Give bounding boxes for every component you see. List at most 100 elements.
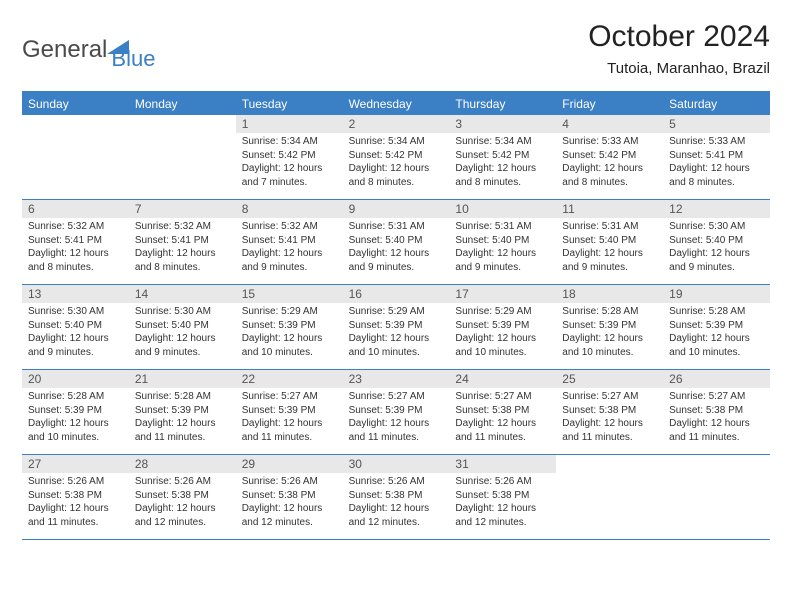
day-details: Sunrise: 5:34 AMSunset: 5:42 PMDaylight:… <box>343 133 450 193</box>
day-details: Sunrise: 5:26 AMSunset: 5:38 PMDaylight:… <box>343 473 450 533</box>
calendar-cell: 25Sunrise: 5:27 AMSunset: 5:38 PMDayligh… <box>556 370 663 454</box>
day-number: 19 <box>663 285 770 303</box>
calendar-cell: 8Sunrise: 5:32 AMSunset: 5:41 PMDaylight… <box>236 200 343 284</box>
day-details: Sunrise: 5:27 AMSunset: 5:38 PMDaylight:… <box>663 388 770 448</box>
brand-triangle-icon <box>107 36 129 54</box>
day-details: Sunrise: 5:30 AMSunset: 5:40 PMDaylight:… <box>129 303 236 363</box>
day-details: Sunrise: 5:29 AMSunset: 5:39 PMDaylight:… <box>236 303 343 363</box>
day-number: 11 <box>556 200 663 218</box>
day-header: Thursday <box>449 93 556 115</box>
day-number: 17 <box>449 285 556 303</box>
location: Tutoia, Maranhao, Brazil <box>588 60 770 77</box>
day-header: Wednesday <box>343 93 450 115</box>
brand-logo: General Blue <box>22 20 155 72</box>
day-number: 5 <box>663 115 770 133</box>
calendar-cell: 22Sunrise: 5:27 AMSunset: 5:39 PMDayligh… <box>236 370 343 454</box>
day-number: 24 <box>449 370 556 388</box>
day-details: Sunrise: 5:26 AMSunset: 5:38 PMDaylight:… <box>22 473 129 533</box>
calendar-week: 13Sunrise: 5:30 AMSunset: 5:40 PMDayligh… <box>22 285 770 370</box>
day-number: 27 <box>22 455 129 473</box>
day-number: 9 <box>343 200 450 218</box>
calendar-cell: 21Sunrise: 5:28 AMSunset: 5:39 PMDayligh… <box>129 370 236 454</box>
calendar-cell: 17Sunrise: 5:29 AMSunset: 5:39 PMDayligh… <box>449 285 556 369</box>
day-header: Friday <box>556 93 663 115</box>
day-number: 2 <box>343 115 450 133</box>
day-number: 12 <box>663 200 770 218</box>
calendar-cell: 2Sunrise: 5:34 AMSunset: 5:42 PMDaylight… <box>343 115 450 199</box>
calendar-cell: 18Sunrise: 5:28 AMSunset: 5:39 PMDayligh… <box>556 285 663 369</box>
calendar-cell: 24Sunrise: 5:27 AMSunset: 5:38 PMDayligh… <box>449 370 556 454</box>
day-details: Sunrise: 5:31 AMSunset: 5:40 PMDaylight:… <box>343 218 450 278</box>
calendar-week: 20Sunrise: 5:28 AMSunset: 5:39 PMDayligh… <box>22 370 770 455</box>
day-header: Saturday <box>663 93 770 115</box>
calendar-cell <box>129 115 236 199</box>
day-details: Sunrise: 5:26 AMSunset: 5:38 PMDaylight:… <box>129 473 236 533</box>
day-number: 18 <box>556 285 663 303</box>
day-details: Sunrise: 5:27 AMSunset: 5:38 PMDaylight:… <box>556 388 663 448</box>
day-details: Sunrise: 5:27 AMSunset: 5:39 PMDaylight:… <box>236 388 343 448</box>
calendar-cell: 10Sunrise: 5:31 AMSunset: 5:40 PMDayligh… <box>449 200 556 284</box>
day-number: 16 <box>343 285 450 303</box>
day-number: 7 <box>129 200 236 218</box>
day-number: 30 <box>343 455 450 473</box>
day-details: Sunrise: 5:33 AMSunset: 5:42 PMDaylight:… <box>556 133 663 193</box>
day-details: Sunrise: 5:34 AMSunset: 5:42 PMDaylight:… <box>236 133 343 193</box>
calendar-week: 1Sunrise: 5:34 AMSunset: 5:42 PMDaylight… <box>22 115 770 200</box>
day-number: 21 <box>129 370 236 388</box>
calendar-cell <box>556 455 663 539</box>
day-number: 20 <box>22 370 129 388</box>
calendar-body: 1Sunrise: 5:34 AMSunset: 5:42 PMDaylight… <box>22 115 770 540</box>
month-title: October 2024 <box>588 20 770 54</box>
header: General Blue October 2024 Tutoia, Maranh… <box>22 20 770 77</box>
calendar-cell: 28Sunrise: 5:26 AMSunset: 5:38 PMDayligh… <box>129 455 236 539</box>
calendar-cell: 4Sunrise: 5:33 AMSunset: 5:42 PMDaylight… <box>556 115 663 199</box>
calendar-cell: 5Sunrise: 5:33 AMSunset: 5:41 PMDaylight… <box>663 115 770 199</box>
day-number: 8 <box>236 200 343 218</box>
calendar-cell: 6Sunrise: 5:32 AMSunset: 5:41 PMDaylight… <box>22 200 129 284</box>
day-number: 22 <box>236 370 343 388</box>
day-number: 26 <box>663 370 770 388</box>
day-details: Sunrise: 5:28 AMSunset: 5:39 PMDaylight:… <box>556 303 663 363</box>
calendar-cell: 26Sunrise: 5:27 AMSunset: 5:38 PMDayligh… <box>663 370 770 454</box>
calendar-cell: 27Sunrise: 5:26 AMSunset: 5:38 PMDayligh… <box>22 455 129 539</box>
day-details: Sunrise: 5:26 AMSunset: 5:38 PMDaylight:… <box>236 473 343 533</box>
calendar-cell: 13Sunrise: 5:30 AMSunset: 5:40 PMDayligh… <box>22 285 129 369</box>
day-header: Monday <box>129 93 236 115</box>
calendar-cell: 30Sunrise: 5:26 AMSunset: 5:38 PMDayligh… <box>343 455 450 539</box>
day-details: Sunrise: 5:28 AMSunset: 5:39 PMDaylight:… <box>663 303 770 363</box>
day-number: 3 <box>449 115 556 133</box>
day-number: 15 <box>236 285 343 303</box>
day-number: 6 <box>22 200 129 218</box>
title-block: October 2024 Tutoia, Maranhao, Brazil <box>588 20 770 77</box>
calendar-cell: 7Sunrise: 5:32 AMSunset: 5:41 PMDaylight… <box>129 200 236 284</box>
calendar-cell: 20Sunrise: 5:28 AMSunset: 5:39 PMDayligh… <box>22 370 129 454</box>
calendar-cell: 19Sunrise: 5:28 AMSunset: 5:39 PMDayligh… <box>663 285 770 369</box>
day-details: Sunrise: 5:31 AMSunset: 5:40 PMDaylight:… <box>449 218 556 278</box>
day-number: 10 <box>449 200 556 218</box>
calendar-cell: 29Sunrise: 5:26 AMSunset: 5:38 PMDayligh… <box>236 455 343 539</box>
calendar: SundayMondayTuesdayWednesdayThursdayFrid… <box>22 91 770 540</box>
calendar-cell: 23Sunrise: 5:27 AMSunset: 5:39 PMDayligh… <box>343 370 450 454</box>
day-details: Sunrise: 5:31 AMSunset: 5:40 PMDaylight:… <box>556 218 663 278</box>
day-details: Sunrise: 5:27 AMSunset: 5:39 PMDaylight:… <box>343 388 450 448</box>
day-number: 31 <box>449 455 556 473</box>
day-details: Sunrise: 5:34 AMSunset: 5:42 PMDaylight:… <box>449 133 556 193</box>
brand-name-a: General <box>22 36 107 64</box>
day-number: 23 <box>343 370 450 388</box>
day-details: Sunrise: 5:26 AMSunset: 5:38 PMDaylight:… <box>449 473 556 533</box>
day-details: Sunrise: 5:32 AMSunset: 5:41 PMDaylight:… <box>236 218 343 278</box>
calendar-cell: 11Sunrise: 5:31 AMSunset: 5:40 PMDayligh… <box>556 200 663 284</box>
calendar-week: 27Sunrise: 5:26 AMSunset: 5:38 PMDayligh… <box>22 455 770 540</box>
calendar-cell: 31Sunrise: 5:26 AMSunset: 5:38 PMDayligh… <box>449 455 556 539</box>
day-number: 13 <box>22 285 129 303</box>
calendar-cell: 15Sunrise: 5:29 AMSunset: 5:39 PMDayligh… <box>236 285 343 369</box>
calendar-cell: 3Sunrise: 5:34 AMSunset: 5:42 PMDaylight… <box>449 115 556 199</box>
calendar-cell <box>663 455 770 539</box>
calendar-cell: 16Sunrise: 5:29 AMSunset: 5:39 PMDayligh… <box>343 285 450 369</box>
calendar-cell: 1Sunrise: 5:34 AMSunset: 5:42 PMDaylight… <box>236 115 343 199</box>
day-number: 25 <box>556 370 663 388</box>
day-number: 29 <box>236 455 343 473</box>
day-number: 14 <box>129 285 236 303</box>
day-details: Sunrise: 5:29 AMSunset: 5:39 PMDaylight:… <box>343 303 450 363</box>
day-details: Sunrise: 5:29 AMSunset: 5:39 PMDaylight:… <box>449 303 556 363</box>
